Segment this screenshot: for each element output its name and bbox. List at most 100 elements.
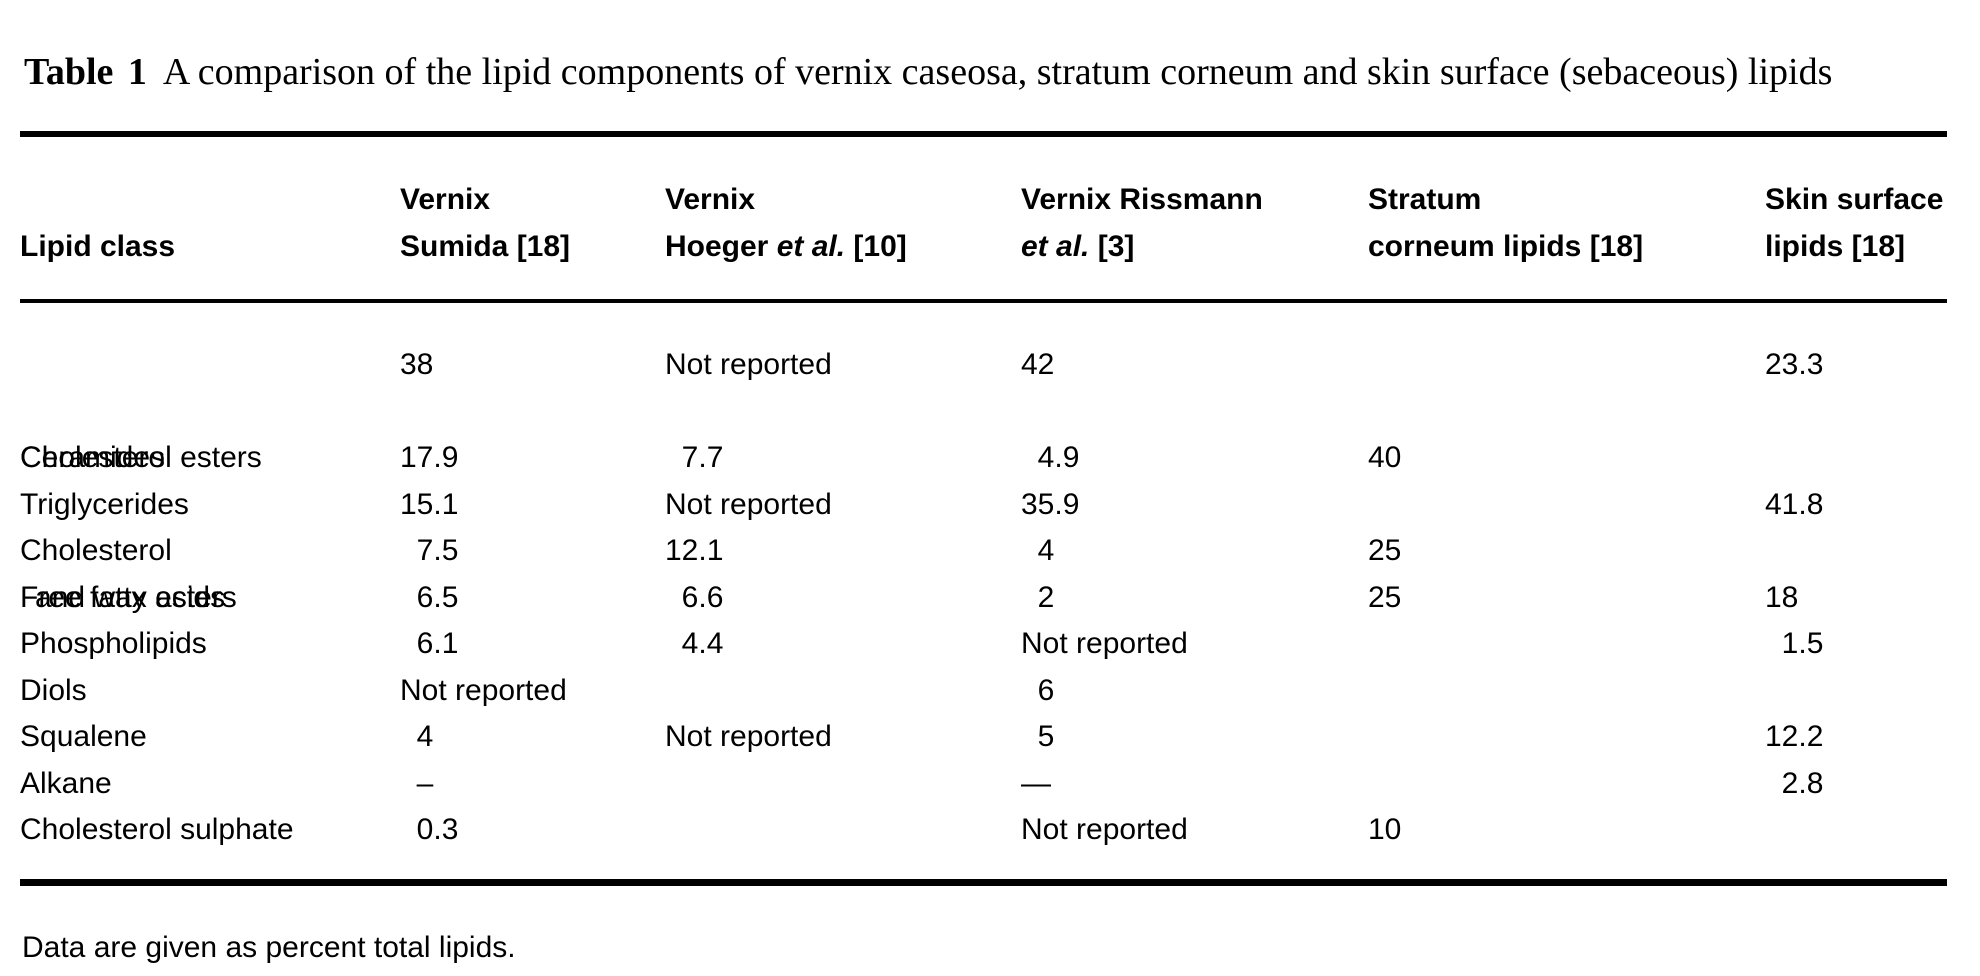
- cell-hoeger: Not reported: [665, 720, 832, 753]
- lipid-class-line1: Cholesterol esters: [20, 441, 262, 474]
- table-row: Cholesterol esters and wax esters 38 Not…: [20, 342, 1947, 614]
- cell-rissmann: 2: [1021, 580, 1055, 614]
- cell-rissmann: 4: [1021, 534, 1055, 567]
- cell-rissmann: 35.9: [1021, 487, 1080, 521]
- cell-rissmann: 4.9: [1021, 441, 1080, 474]
- cell-lipid-class: Squalene: [20, 720, 147, 753]
- cell-stratum: [1368, 761, 1765, 808]
- table-number: Table 1: [24, 51, 147, 93]
- cell-stratum: 25: [1368, 580, 1402, 614]
- cell-hoeger: Not reported: [665, 487, 832, 521]
- cell-lipid-class: Alkane: [20, 766, 112, 800]
- table-footnote: Data are given as percent total lipids.: [22, 931, 516, 964]
- cell-rissmann: —: [1021, 766, 1051, 800]
- cell-skin: [1765, 807, 1947, 854]
- cell-sumida: –: [400, 766, 434, 800]
- table-row: Ceramides 17.9 7.7 4.9 40: [20, 435, 1947, 482]
- header-line2: et al. [3]: [1021, 223, 1368, 270]
- table-row: Alkane – — 2.8: [20, 761, 1947, 808]
- table-row: Cholesterol 7.5 12.1 4 25: [20, 528, 1947, 575]
- header-line1: Vernix: [400, 183, 491, 216]
- cell-rissmann: Not reported: [1021, 813, 1188, 846]
- cell-lipid-class: Cholesterol sulphate: [20, 813, 294, 846]
- table-caption: Table 1 A comparison of the lipid compone…: [24, 50, 1832, 94]
- header-vernix-hoeger: Vernix Hoeger et al. [10]: [665, 176, 1021, 270]
- cell-skin: 2.8: [1765, 766, 1824, 800]
- cell-rissmann: Not reported: [1021, 627, 1188, 660]
- cell-sumida: 6.1: [400, 627, 459, 660]
- cell-hoeger: 4.4: [665, 627, 724, 660]
- table-row: Free fatty acids 6.5 6.6 2 25 18: [20, 575, 1947, 622]
- header-etal: et al.: [1021, 230, 1090, 263]
- cell-rissmann: 6: [1021, 673, 1055, 707]
- bottom-rule: [20, 879, 1947, 886]
- cell-stratum: [1368, 714, 1765, 761]
- header-rule: [20, 299, 1947, 303]
- cell-rissmann: 5: [1021, 720, 1055, 753]
- header-lipid-class: Lipid class: [20, 176, 400, 270]
- cell-skin: [1765, 528, 1947, 575]
- header-line2: corneum lipids [18]: [1368, 223, 1765, 270]
- table-caption-text: A comparison of the lipid components of …: [162, 51, 1833, 93]
- cell-rissmann: 42: [1021, 348, 1055, 381]
- table-header-row: Lipid class Vernix Sumida [18] Vernix Ho…: [20, 176, 1947, 270]
- cell-stratum: [1368, 621, 1765, 668]
- header-line1: Stratum: [1368, 183, 1482, 216]
- cell-sumida: 0.3: [400, 813, 459, 846]
- header-vernix-sumida: Vernix Sumida [18]: [400, 176, 665, 270]
- cell-skin: 23.3: [1765, 348, 1824, 381]
- header-ref: [3]: [1089, 230, 1135, 263]
- cell-sumida: Not reported: [400, 673, 567, 707]
- cell-stratum: 25: [1368, 534, 1402, 567]
- cell-sumida: 15.1: [400, 487, 459, 521]
- header-line1: Skin surface: [1765, 183, 1944, 216]
- cell-stratum: 40: [1368, 441, 1402, 474]
- cell-lipid-class: Ceramides: [20, 441, 166, 474]
- cell-lipid-class: Triglycerides: [20, 487, 189, 521]
- cell-lipid-class: Cholesterol esters and wax esters: [20, 342, 400, 614]
- cell-stratum: [1368, 668, 1765, 715]
- cell-stratum: [1368, 342, 1765, 435]
- cell-sumida: 6.5: [400, 580, 459, 614]
- cell-skin: 12.2: [1765, 720, 1824, 753]
- cell-hoeger: [665, 807, 1021, 854]
- header-text: Sumida [18]: [400, 230, 571, 263]
- header-line2: Hoeger et al. [10]: [665, 223, 1021, 270]
- cell-sumida: 7.5: [400, 534, 459, 567]
- cell-skin: 41.8: [1765, 487, 1824, 521]
- header-line1: Vernix: [665, 183, 756, 216]
- cell-lipid-class: Cholesterol: [20, 534, 172, 567]
- header-vernix-rissmann: Vernix Rissmann et al. [3]: [1021, 176, 1368, 270]
- table-row: Diols Not reported 6: [20, 668, 1947, 715]
- cell-lipid-class: Phospholipids: [20, 627, 207, 660]
- cell-hoeger: 7.7: [665, 441, 724, 474]
- cell-stratum: 10: [1368, 813, 1402, 846]
- cell-skin: [1765, 668, 1947, 715]
- top-rule: [20, 131, 1947, 137]
- table-row: Cholesterol sulphate 0.3 Not reported 10: [20, 807, 1947, 854]
- header-text: Hoeger: [665, 230, 777, 263]
- cell-skin: 18: [1765, 580, 1799, 614]
- table-body: Cholesterol esters and wax esters 38 Not…: [20, 342, 1947, 854]
- header-stratum-corneum: Stratum corneum lipids [18]: [1368, 176, 1765, 270]
- cell-hoeger: [665, 668, 1021, 715]
- cell-sumida: 17.9: [400, 441, 459, 474]
- header-text: Lipid class: [20, 230, 176, 263]
- header-skin-surface: Skin surface lipids [18]: [1765, 176, 1947, 270]
- cell-hoeger: 6.6: [665, 580, 724, 614]
- header-ref: [10]: [845, 230, 907, 263]
- cell-lipid-class: Free fatty acids: [20, 580, 226, 614]
- header-text: corneum lipids [18]: [1368, 230, 1644, 263]
- table-row: Triglycerides 15.1 Not reported 35.9 41.…: [20, 482, 1947, 529]
- cell-sumida: 4: [400, 720, 434, 753]
- cell-hoeger: Not reported: [665, 348, 832, 381]
- header-line2: Lipid class: [20, 223, 400, 270]
- header-line1: [20, 176, 400, 223]
- table-row: Squalene 4 Not reported 5 12.2: [20, 714, 1947, 761]
- cell-stratum: [1368, 482, 1765, 529]
- cell-sumida: 38: [400, 348, 434, 381]
- cell-hoeger: 12.1: [665, 534, 724, 567]
- table-row: Phospholipids 6.1 4.4 Not reported 1.5: [20, 621, 1947, 668]
- cell-skin: 1.5: [1765, 627, 1824, 660]
- header-line1: Vernix Rissmann: [1021, 183, 1263, 216]
